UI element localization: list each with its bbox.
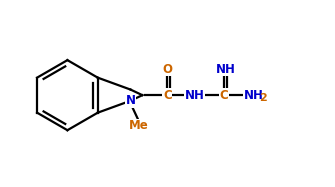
Text: O: O <box>162 63 173 76</box>
Text: C: C <box>163 89 172 102</box>
Text: N: N <box>126 94 136 107</box>
Text: NH: NH <box>244 89 263 102</box>
Text: 2: 2 <box>259 93 267 103</box>
Text: Me: Me <box>129 119 149 132</box>
Text: NH: NH <box>215 63 236 76</box>
Text: NH: NH <box>185 89 205 102</box>
Text: C: C <box>220 89 228 102</box>
